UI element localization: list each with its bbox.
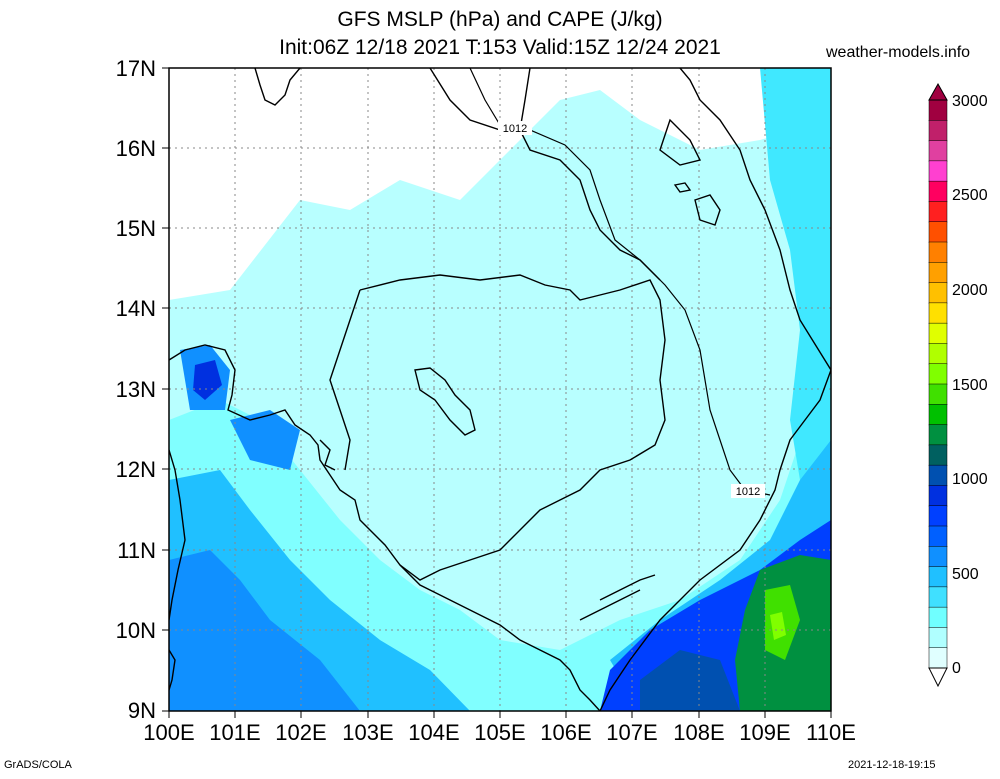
colorbar-cell xyxy=(928,343,948,365)
colorbar-cells xyxy=(928,99,948,669)
coastlines xyxy=(169,68,831,711)
colorbar-cell xyxy=(928,241,948,264)
colorbar-cell xyxy=(928,586,948,608)
colorbar-cell xyxy=(928,201,948,223)
colorbar-cell xyxy=(928,444,948,466)
colorbar-label-500: 500 xyxy=(952,566,979,583)
colorbar-cell xyxy=(928,302,948,324)
colorbar-cell xyxy=(928,383,948,406)
isobar-label-1: 1012 xyxy=(503,123,527,135)
colorbar-cell xyxy=(928,120,948,142)
colorbar-min-arrow xyxy=(928,667,948,688)
colorbar-cell xyxy=(928,525,948,548)
chart-subtitle: Init:06Z 12/18 2021 T:153 Valid:15Z 12/2… xyxy=(279,36,721,59)
colorbar-cell xyxy=(928,546,948,568)
cape-lime xyxy=(770,612,786,640)
isobar-label-2: 1012 xyxy=(736,486,760,498)
footer-timestamp: 2021-12-18-19:15 xyxy=(848,759,936,771)
colorbar-cell xyxy=(928,627,948,649)
lat-label-15n: 15N xyxy=(115,216,156,241)
cape-east-sea xyxy=(760,68,831,480)
colorbar-cell xyxy=(928,160,948,182)
colorbar-cell xyxy=(928,606,948,629)
colorbar-cell xyxy=(928,262,948,284)
colorbar-cell xyxy=(928,322,948,345)
lon-label-103e: 103E xyxy=(342,720,394,745)
colorbar-cell xyxy=(928,566,948,588)
isobar-label-box-2 xyxy=(731,484,765,498)
lon-label-106e: 106E xyxy=(540,720,592,745)
lat-label-12n: 12N xyxy=(115,457,156,482)
colorbar-cell xyxy=(928,464,948,487)
colorbar-cell xyxy=(928,221,948,243)
cape-band-midblue-gulf xyxy=(230,410,300,470)
axis-ticks xyxy=(162,67,832,718)
footer-software: GrADS/COLA xyxy=(4,759,72,771)
lon-label-101e: 101E xyxy=(209,720,261,745)
colorbar-label-1500: 1500 xyxy=(952,377,988,394)
colorbar-cell xyxy=(928,282,948,304)
colorbar-label-3000: 3000 xyxy=(952,93,988,110)
colorbar-cell xyxy=(928,485,948,507)
lon-label-108e: 108E xyxy=(673,720,725,745)
isobar-label-box-1 xyxy=(498,121,532,135)
colorbar-cell xyxy=(928,404,948,426)
colorbar-cell xyxy=(928,363,948,385)
lon-label-104e: 104E xyxy=(408,720,460,745)
lon-label-109e: 109E xyxy=(739,720,791,745)
lon-label-105e: 105E xyxy=(474,720,526,745)
colorbar-cell xyxy=(928,424,948,446)
lat-label-13n: 13N xyxy=(115,377,156,402)
colorbar-label-2000: 2000 xyxy=(952,282,988,299)
lat-label-14n: 14N xyxy=(115,296,156,321)
lat-label-11n: 11N xyxy=(117,538,156,563)
cape-navy-west xyxy=(193,360,222,400)
chart-title: GFS MSLP (hPa) and CAPE (J/kg) xyxy=(337,8,663,31)
colorbar-cell xyxy=(928,140,948,162)
cape-band-midblue xyxy=(169,550,360,711)
colorbar-cell xyxy=(928,180,948,203)
cape-navy xyxy=(640,650,740,711)
graticule xyxy=(169,68,831,711)
colorbar-cell xyxy=(928,505,948,527)
lon-label-100e: 100E xyxy=(143,720,195,745)
colorbar-max-arrow xyxy=(928,82,948,101)
colorbar-label-1000: 1000 xyxy=(952,471,988,488)
lat-label-16n: 16N xyxy=(115,136,156,161)
lat-label-9n: 9N xyxy=(127,698,156,723)
colorbar-label-0: 0 xyxy=(952,660,961,677)
lat-label-10n: 10N xyxy=(115,618,156,643)
colorbar-cell xyxy=(928,99,948,122)
lon-label-110e: 110E xyxy=(806,720,856,745)
lat-label-17n: 17N xyxy=(115,56,156,81)
lon-label-102e: 102E xyxy=(275,720,327,745)
lon-label-107e: 107E xyxy=(606,720,658,745)
site-credit: weather-models.info xyxy=(826,44,971,61)
colorbar-label-2500: 2500 xyxy=(952,187,988,204)
colorbar-cell xyxy=(928,647,948,669)
